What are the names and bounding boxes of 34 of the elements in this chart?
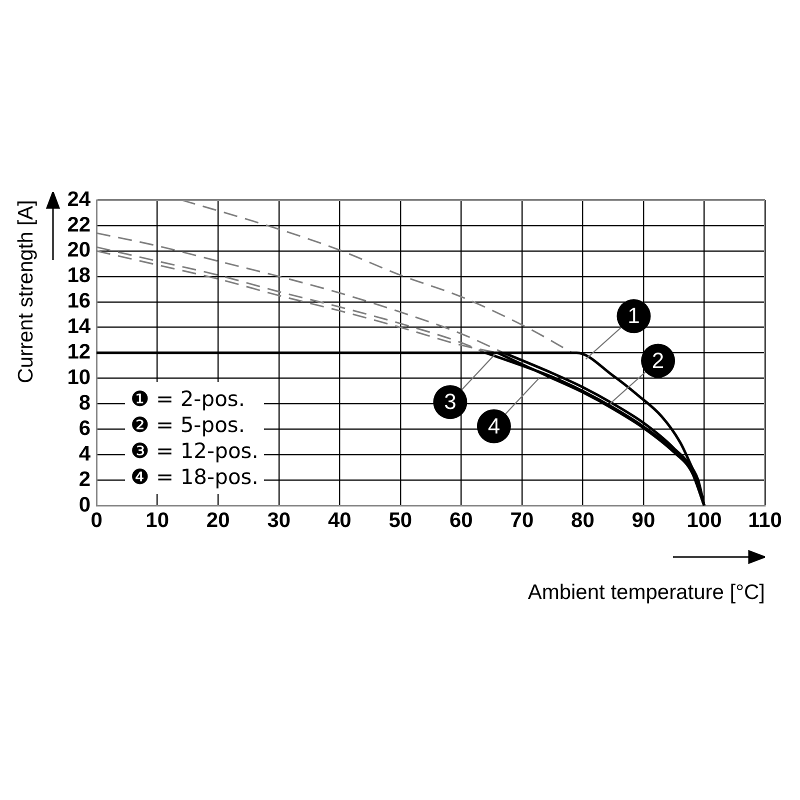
y-tick-label: 0	[78, 493, 91, 516]
x-tick-label: 10	[146, 508, 170, 532]
y-tick-label: 20	[67, 238, 91, 262]
x-tick-label: 40	[328, 508, 352, 532]
y-tick-label: 8	[78, 392, 91, 415]
annotation: ❶ = 2-pos.	[130, 386, 246, 412]
y-axis-title: Current strength [A]	[14, 200, 38, 384]
annotation: ❷ = 5-pos.	[130, 412, 246, 438]
y-tick-label: 24	[67, 188, 91, 211]
y-tick-label: 10	[67, 366, 91, 390]
x-tick-label: 20	[206, 508, 230, 532]
annotation: ❹ = 18-pos.	[130, 464, 258, 490]
x-tick-label: 80	[571, 508, 594, 532]
x-tick-label: 90	[632, 508, 656, 532]
x-tick-label: 60	[449, 508, 473, 532]
y-tick-label: 22	[67, 213, 91, 236]
x-tick-label: 70	[510, 508, 534, 532]
annotation: 2	[652, 348, 664, 373]
y-tick-label: 12	[67, 340, 91, 364]
annotation: 3	[444, 389, 456, 414]
y-tick-label: 2	[78, 468, 91, 491]
y-tick-label: 18	[67, 264, 91, 288]
x-tick-label: 110	[748, 508, 782, 532]
y-tick-label: 6	[78, 416, 91, 440]
x-axis-title: Ambient temperature [°C]	[528, 581, 765, 604]
y-tick-label: 4	[78, 442, 91, 466]
y-tick-label: 16	[67, 290, 91, 313]
annotation: ❸ = 12-pos.	[130, 438, 258, 464]
annotation: 1	[628, 303, 640, 328]
x-tick-label: 100	[686, 508, 722, 532]
x-tick-label: 50	[388, 508, 412, 532]
annotation: 4	[488, 413, 500, 438]
y-tick-label: 14	[67, 315, 91, 338]
x-tick-label: 30	[267, 508, 291, 532]
